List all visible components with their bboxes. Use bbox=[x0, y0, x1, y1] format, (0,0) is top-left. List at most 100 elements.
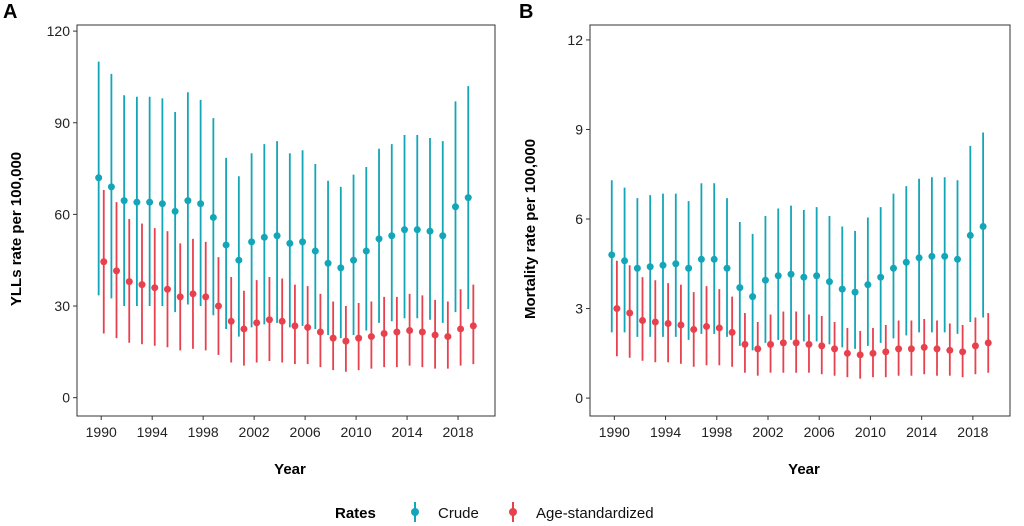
panel-a-x-tick-label: 2018 bbox=[442, 424, 473, 440]
panel-b-age-standardized-point bbox=[933, 345, 941, 353]
panel-a-x-tick-label: 2006 bbox=[290, 424, 321, 440]
panel-b-crude-point bbox=[941, 252, 949, 260]
panel-b-plot-frame bbox=[589, 24, 1011, 417]
panel-a-crude-point bbox=[273, 232, 281, 240]
panel-b-y-tick-label: 6 bbox=[575, 211, 583, 227]
panel-a-age-standardized-point bbox=[240, 325, 248, 333]
panel-b-crude-point bbox=[646, 263, 654, 271]
panel-a-age-standardized-point bbox=[138, 281, 146, 289]
panel-b-crude-point bbox=[659, 261, 667, 269]
panel-b-crude-point bbox=[710, 255, 718, 263]
panel-b-crude-point bbox=[813, 272, 821, 280]
panel-b-crude-point bbox=[877, 273, 885, 281]
panel-a-age-standardized-point bbox=[100, 258, 108, 266]
panel-a-crude-point bbox=[95, 174, 103, 182]
panel-b-age-standardized-point bbox=[728, 328, 736, 336]
panel-a-age-standardized-point bbox=[227, 317, 235, 325]
panel-a-age-standardized-point bbox=[393, 328, 401, 336]
panel-a-crude-point bbox=[451, 203, 459, 211]
panel-b-age-standardized-point bbox=[690, 325, 698, 333]
panel-a-crude-point bbox=[286, 239, 294, 247]
panel-b-age-standardized-point bbox=[767, 340, 775, 348]
panel-a-crude-point bbox=[248, 238, 256, 246]
panel-a-crude-point bbox=[197, 200, 205, 208]
panel-b-age-standardized-point bbox=[779, 339, 787, 347]
panel-a-crude-point bbox=[299, 238, 307, 246]
panel-b: B 0 3 6 9 12 1990 1994 1998 2002 2006 2010 2014 2018… bbox=[519, 1, 1011, 478]
panel-a-x-tick-label: 2010 bbox=[341, 424, 372, 440]
panel-a-crude-point bbox=[107, 183, 115, 191]
panel-a-age-standardized-point bbox=[151, 284, 159, 292]
panel-b-age-standardized-point bbox=[971, 342, 979, 350]
panel-a-crude-point bbox=[260, 233, 268, 241]
panel-b-age-standardized-point bbox=[626, 309, 634, 317]
panel-b-crude-point bbox=[928, 252, 936, 260]
panel-a-crude-point bbox=[464, 194, 472, 202]
panel-b-crude-point bbox=[864, 281, 872, 289]
panel-b-crude-point bbox=[954, 255, 961, 263]
panel-b-y-tick-label: 12 bbox=[567, 32, 583, 48]
panel-b-crude-point bbox=[621, 257, 629, 265]
panel-a-x-axis-title: Year bbox=[274, 461, 306, 478]
legend-key-age-standardized bbox=[509, 502, 517, 522]
panel-b-x-tick-label: 1998 bbox=[701, 424, 732, 440]
panel-a-age-standardized-point bbox=[406, 326, 414, 334]
legend-key-crude bbox=[411, 502, 419, 522]
panel-b-age-standardized-point bbox=[792, 339, 800, 347]
panel-b-crude-point bbox=[787, 270, 795, 278]
panel-b-crude-point bbox=[800, 273, 808, 281]
panel-b-age-standardized-point bbox=[613, 305, 621, 313]
panel-b-age-standardized-point bbox=[907, 345, 915, 353]
panel-a-age-standardized-point bbox=[176, 293, 184, 301]
panel-b-age-standardized-point bbox=[895, 345, 903, 353]
panel-a-y-tick-label: 90 bbox=[54, 115, 70, 131]
panel-a-crude-point bbox=[413, 226, 421, 234]
plot-a: 0 30 60 90 120 1990 1994 1998 2002 2006 2010 2014 20… bbox=[47, 23, 496, 440]
panel-b-y-tick-label: 9 bbox=[575, 121, 583, 137]
panel-b-crude-point bbox=[633, 264, 641, 272]
panel-a-x-tick-label: 1994 bbox=[137, 424, 168, 440]
panel-a-age-standardized-point bbox=[214, 302, 222, 310]
panel-b-y-axis-title: Mortality rate per 100,000 bbox=[522, 139, 539, 319]
panel-b-age-standardized-point bbox=[754, 345, 762, 353]
panel-b-crude-point bbox=[851, 288, 859, 296]
panel-b-y-tick-label: 3 bbox=[575, 301, 583, 317]
panel-b-crude-point bbox=[736, 284, 744, 292]
panel-a-crude-point bbox=[235, 256, 243, 264]
legend-label-crude: Crude bbox=[438, 505, 479, 522]
panel-b-crude-point bbox=[749, 293, 757, 301]
legend-key-age-standardized-dot bbox=[509, 508, 517, 516]
legend-key-crude-dot bbox=[411, 508, 419, 516]
panel-a-crude-point bbox=[146, 198, 154, 206]
panel-a-age-standardized-point bbox=[113, 267, 121, 275]
panel-a-crude-point bbox=[362, 247, 370, 255]
panel-a-age-standardized-point bbox=[355, 334, 363, 342]
panel-b-letter: B bbox=[519, 1, 533, 23]
panel-a-letter: A bbox=[3, 1, 17, 23]
panel-b-crude-point bbox=[902, 258, 910, 266]
panel-a-age-standardized-point bbox=[380, 330, 388, 338]
panel-a-x-tick-label: 2014 bbox=[391, 424, 422, 440]
panel-a-x-tick-label: 2002 bbox=[239, 424, 270, 440]
panel-a-crude-point bbox=[426, 227, 434, 235]
panel-a-age-standardized-point bbox=[367, 333, 375, 341]
panel-b-crude-point bbox=[761, 276, 769, 284]
panel-b-age-standardized-point bbox=[869, 349, 877, 357]
panel-b-x-tick-label: 2010 bbox=[855, 424, 886, 440]
panel-a-y-tick-label: 60 bbox=[54, 206, 70, 222]
panel-b-age-standardized-point bbox=[664, 319, 672, 327]
panel-b-crude-point bbox=[774, 272, 782, 280]
panel-a-y-tick-label: 30 bbox=[54, 298, 70, 314]
panel-b-x-tick-label: 2014 bbox=[906, 424, 937, 440]
panel-a-age-standardized-point bbox=[163, 285, 171, 293]
panel-a-plot-frame bbox=[76, 24, 496, 417]
panel-a-crude-point bbox=[324, 259, 332, 267]
panel-a-y-tick-label: 120 bbox=[47, 23, 71, 39]
panel-b-crude-point bbox=[979, 222, 987, 230]
plot-b: 0 3 6 9 12 1990 1994 1998 2002 2006 2010 2014 2018 bbox=[567, 24, 1011, 440]
panel-b-age-standardized-point bbox=[856, 351, 864, 359]
panel-a-age-standardized-point bbox=[469, 322, 477, 330]
panel-b-age-standardized-point bbox=[831, 345, 839, 353]
panel-a-crude-point bbox=[350, 256, 358, 264]
panel-a-crude-point bbox=[133, 198, 141, 206]
